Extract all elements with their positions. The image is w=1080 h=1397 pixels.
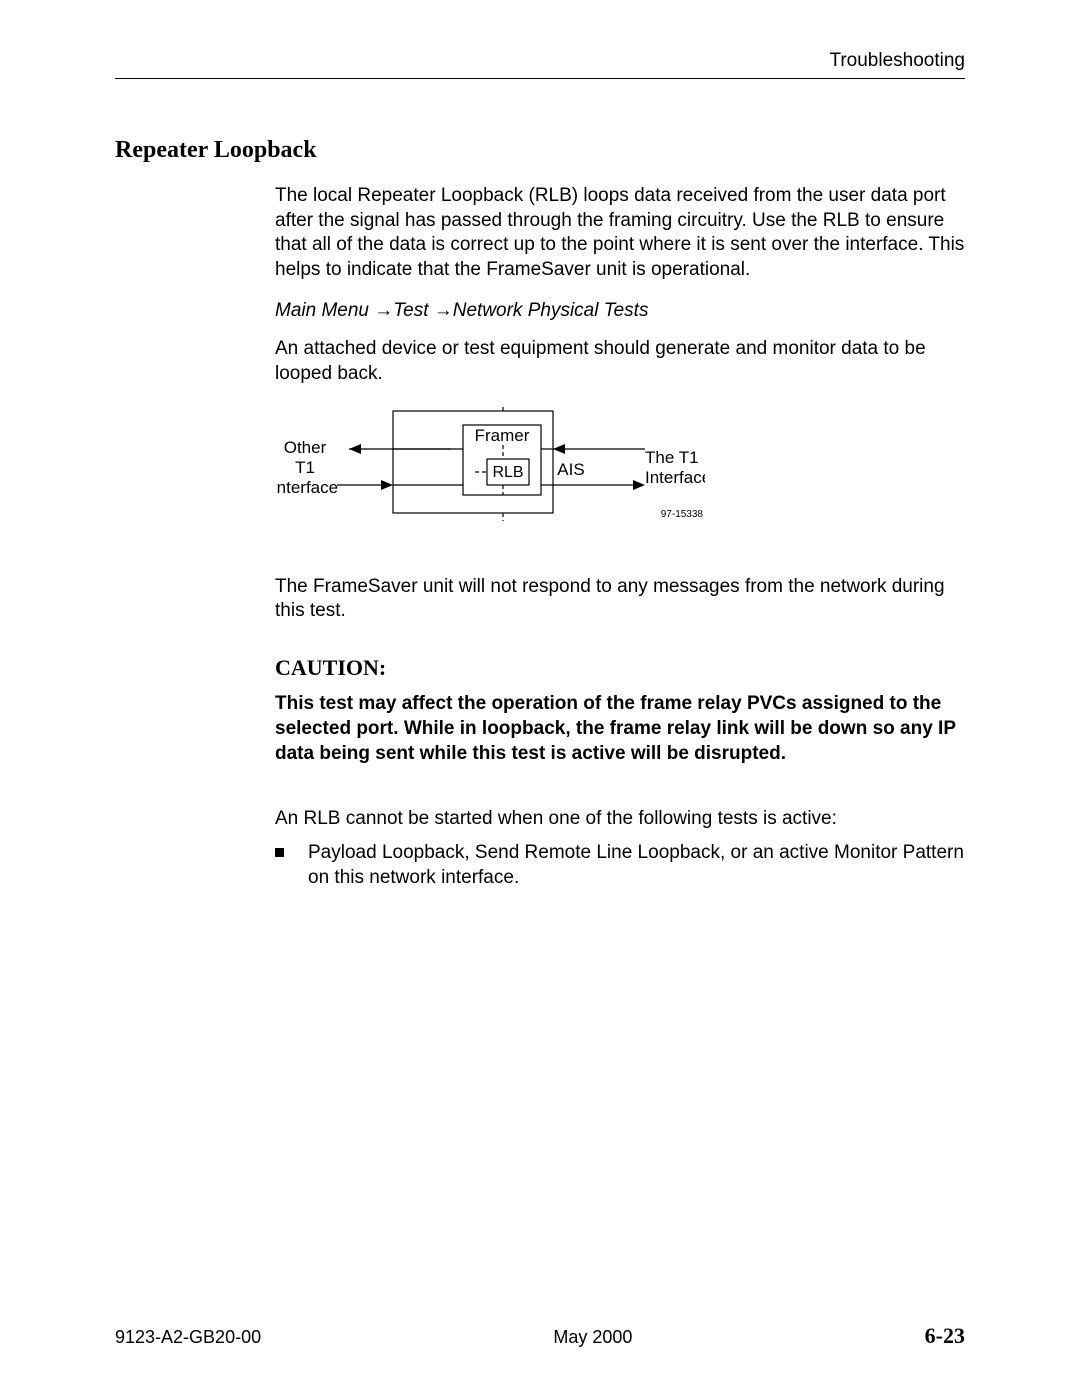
bullet-marker-icon — [275, 848, 284, 857]
after-diagram-paragraph: The FrameSaver unit will not respond to … — [275, 575, 965, 624]
svg-text:Other: Other — [284, 438, 327, 457]
footer-center: May 2000 — [553, 1327, 632, 1348]
caution-text: This test may affect the operation of th… — [275, 692, 965, 766]
svg-text:Interface: Interface — [275, 478, 338, 497]
header-text: Troubleshooting — [829, 50, 965, 71]
svg-text:Framer: Framer — [475, 426, 530, 445]
page-header: Troubleshooting — [115, 50, 965, 79]
svg-text:97-15338: 97-15338 — [661, 509, 704, 520]
svg-text:The T1: The T1 — [645, 448, 699, 467]
svg-text:Interface: Interface — [645, 468, 705, 487]
footer-page-number: 6-23 — [925, 1323, 965, 1349]
svg-text:RLB: RLB — [492, 464, 523, 481]
loopback-diagram: FramerRLBAISOtherT1InterfaceThe T1Interf… — [275, 407, 965, 545]
caution-title: CAUTION: — [275, 654, 965, 683]
page-footer: 9123-A2-GB20-00 May 2000 6-23 — [115, 1323, 965, 1349]
section-title: Repeater Loopback — [115, 137, 965, 164]
footer-left: 9123-A2-GB20-00 — [115, 1327, 261, 1348]
cannot-start-paragraph: An RLB cannot be started when one of the… — [275, 807, 965, 832]
bullet-text: Payload Loopback, Send Remote Line Loopb… — [308, 841, 965, 890]
page: Troubleshooting Repeater Loopback The lo… — [0, 0, 1080, 1397]
svg-text:T1: T1 — [295, 458, 315, 477]
bullet-item: Payload Loopback, Send Remote Line Loopb… — [275, 841, 965, 890]
nav-path: Main Menu →Test →Network Physical Tests — [275, 299, 965, 324]
svg-text:AIS: AIS — [557, 460, 584, 479]
intro-paragraph: The local Repeater Loopback (RLB) loops … — [275, 184, 965, 283]
attached-paragraph: An attached device or test equipment sho… — [275, 337, 965, 386]
body-block: The local Repeater Loopback (RLB) loops … — [275, 184, 965, 891]
